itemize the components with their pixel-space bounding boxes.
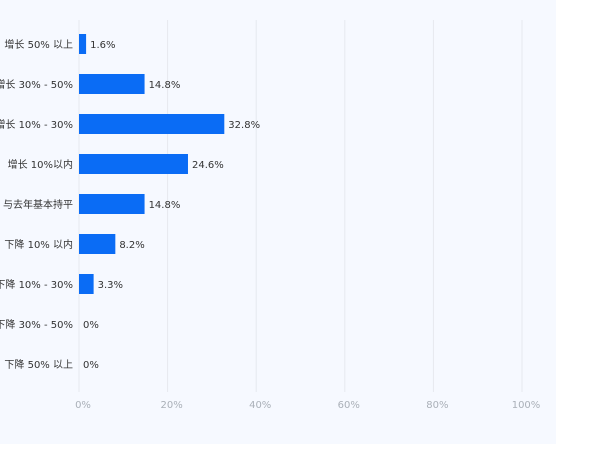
chart-panel: 0% 20% 40% 60% 80% 100% 增长 50% 以上 1.6% 增长 30% - … [0,20,541,411]
bar [79,194,145,214]
bar [79,234,116,254]
bar [79,154,188,174]
x-tick-label: 40% [249,400,271,411]
grid-lines [78,20,523,392]
category-label: 下降 10% - 30% [0,278,73,291]
value-label: 3.3% [98,280,123,291]
category-label: 下降 50% 以上 [4,358,73,371]
bar [79,114,225,134]
category-label: 增长 30% - 50% [0,78,73,91]
category-label: 下降 30% - 50% [0,318,73,331]
value-label: 14.8% [149,80,181,91]
x-tick-label: 20% [160,400,182,411]
value-label: 14.8% [149,200,181,211]
category-label: 增长 10% - 30% [0,118,73,131]
bar [79,274,94,294]
x-tick-label: 80% [426,400,448,411]
x-tick-label: 100% [512,400,541,411]
category-label: 增长 50% 以上 [4,38,73,51]
value-label: 24.6% [192,160,224,171]
value-label: 32.8% [228,120,260,131]
bar-chart: 0% 20% 40% 60% 80% 100% 增长 50% 以上 1.6% 增长 30% - … [0,20,540,411]
category-label: 与去年基本持平 [3,198,73,211]
x-tick-label: 0% [75,400,91,411]
labels: 0% 20% 40% 60% 80% 100% 增长 50% 以上 1.6% 增长 30% - … [0,38,540,411]
value-label: 1.6% [90,40,115,51]
value-label: 0% [83,320,99,331]
category-label: 增长 10%以内 [8,158,73,171]
category-label: 下降 10% 以内 [4,238,73,251]
bar [79,34,87,54]
bar [79,74,145,94]
value-label: 0% [83,360,99,371]
x-tick-label: 60% [338,400,360,411]
bars [79,34,225,294]
value-label: 8.2% [119,240,144,251]
